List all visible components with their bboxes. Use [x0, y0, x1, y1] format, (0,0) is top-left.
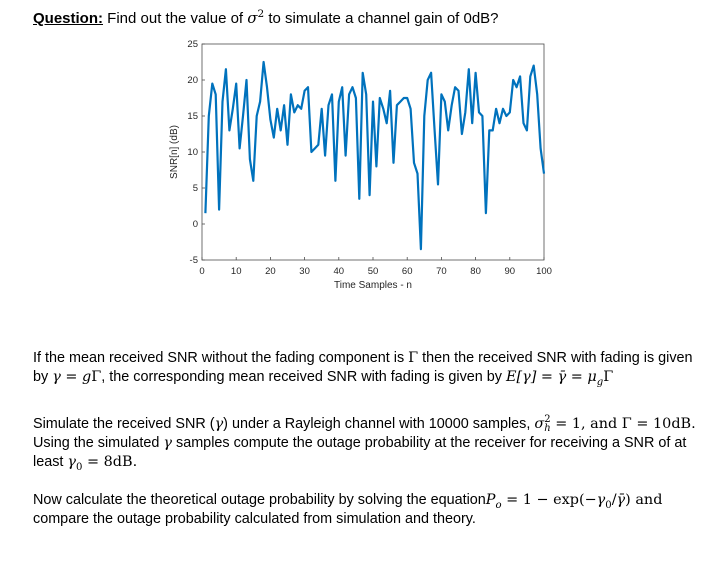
p1-g: g: [82, 369, 92, 385]
p2-text-b: ) under a Rayleigh channel with 10000 sa…: [223, 416, 535, 432]
y-axis-label: SNR[n] (dB): [169, 125, 180, 179]
question-text-before: Find out the value of: [103, 10, 248, 27]
p2-sigma: σ: [534, 416, 545, 432]
paragraph2-line1: Simulate the received SNR (γ) under a Ra…: [33, 415, 696, 434]
p2-sigma-sup: 2: [544, 414, 551, 426]
y-tick-label: 20: [187, 75, 198, 86]
y-tick-label: 25: [187, 39, 198, 50]
p3-p: P: [485, 492, 496, 508]
x-tick-label: 0: [199, 266, 204, 277]
paragraph2-line3: least γ0 = 8dB.: [33, 453, 696, 472]
paragraph-simulation: Simulate the received SNR (γ) under a Ra…: [33, 415, 696, 473]
x-tick-label: 100: [536, 266, 552, 277]
x-tick-label: 10: [231, 266, 242, 277]
question-label: Question:: [33, 10, 103, 27]
question-sigma-symbol: σ: [247, 9, 258, 27]
x-axis-ticks: 0 10 20 30 40 50 60 70 80 90 100: [199, 257, 552, 277]
p2-text-h: = 8dB.: [82, 454, 138, 470]
p2-text-d: = 10dB.: [631, 416, 696, 432]
plot-area: [201, 43, 545, 261]
y-tick-label: 10: [187, 147, 198, 158]
p3-gamma0: γ: [596, 492, 606, 508]
p1-expectation: E: [506, 369, 517, 385]
question-text-after: to simulate a channel gain of 0dB?: [264, 10, 499, 27]
p1-mu-sub: g: [596, 376, 604, 388]
p1-text-c: by: [33, 369, 53, 385]
p1-gamma-upper-3: Γ: [603, 369, 614, 385]
p2-text-e: Using the simulated: [33, 435, 164, 451]
p1-equals: =: [60, 369, 83, 385]
paragraph1-line2: by γ = gΓ, the corresponding mean receiv…: [33, 368, 693, 387]
snr-series-line: [204, 60, 546, 251]
p1-gamma-upper-2: Γ: [91, 369, 102, 385]
p3-slash: /: [611, 492, 617, 508]
y-tick-label: -5: [190, 255, 198, 266]
x-tick-label: 80: [470, 266, 481, 277]
p3-gamma-bar: γ̄: [616, 492, 626, 508]
y-tick-label: 0: [193, 219, 198, 230]
p1-text-d: , the corresponding mean received SNR wi…: [101, 369, 507, 385]
x-tick-label: 50: [368, 266, 379, 277]
p3-gamma0-sub: 0: [605, 499, 612, 511]
question-line: Question: Find out the value of σ2 to si…: [33, 9, 499, 27]
y-tick-label: 5: [193, 183, 198, 194]
p2-text-f: samples compute the outage probability a…: [172, 435, 687, 451]
paragraph3-line2: compare the outage probability calculate…: [33, 511, 476, 527]
p3-p-sub: o: [495, 499, 502, 511]
x-axis-label: Time Samples - n: [334, 280, 412, 291]
p1-gamma-lower: γ: [52, 369, 61, 385]
p2-text-g: least: [33, 454, 68, 470]
p3-text-c: ) and: [625, 492, 663, 508]
p1-mean-eq: [γ] = γ̄ =: [516, 369, 588, 385]
paragraph1-line1: If the mean received SNR without the fad…: [33, 349, 693, 368]
p2-gamma0: γ: [67, 454, 77, 470]
p2-text-a: Simulate the received SNR (: [33, 416, 215, 432]
paragraph-theory: Now calculate the theoretical outage pro…: [33, 491, 662, 529]
paragraph2-line2: Using the simulated γ samples compute th…: [33, 434, 696, 453]
p2-gamma-upper: Γ: [621, 416, 632, 432]
y-axis-ticks: -5 0 5 10 15 20 25: [187, 39, 205, 266]
p1-text-a: If the mean received SNR without the fad…: [33, 350, 409, 366]
p1-mu: μ: [587, 369, 597, 385]
x-tick-label: 60: [402, 266, 413, 277]
x-tick-label: 30: [299, 266, 310, 277]
p1-gamma-upper: Γ: [408, 350, 419, 366]
paragraph-mean-snr: If the mean received SNR without the fad…: [33, 349, 693, 387]
p2-gamma0-sub: 0: [76, 461, 83, 473]
x-tick-label: 70: [436, 266, 447, 277]
p3-text-a: Now calculate the theoretical outage pro…: [33, 492, 486, 508]
x-tick-label: 90: [505, 266, 516, 277]
p1-text-b: then the received SNR with fading is giv…: [418, 350, 693, 366]
p2-gamma: γ: [214, 416, 224, 432]
p2-sigma-sub: h: [544, 423, 551, 435]
paragraph3-line1: Now calculate the theoretical outage pro…: [33, 491, 662, 510]
p2-text-c: = 1, and: [550, 416, 622, 432]
p3-text-b: = 1 − exp(−: [501, 492, 597, 508]
question-sigma-superscript: 2: [257, 8, 265, 20]
y-tick-label: 15: [187, 111, 198, 122]
x-tick-label: 40: [334, 266, 345, 277]
x-tick-label: 20: [265, 266, 276, 277]
p2-gamma-2: γ: [163, 435, 172, 451]
